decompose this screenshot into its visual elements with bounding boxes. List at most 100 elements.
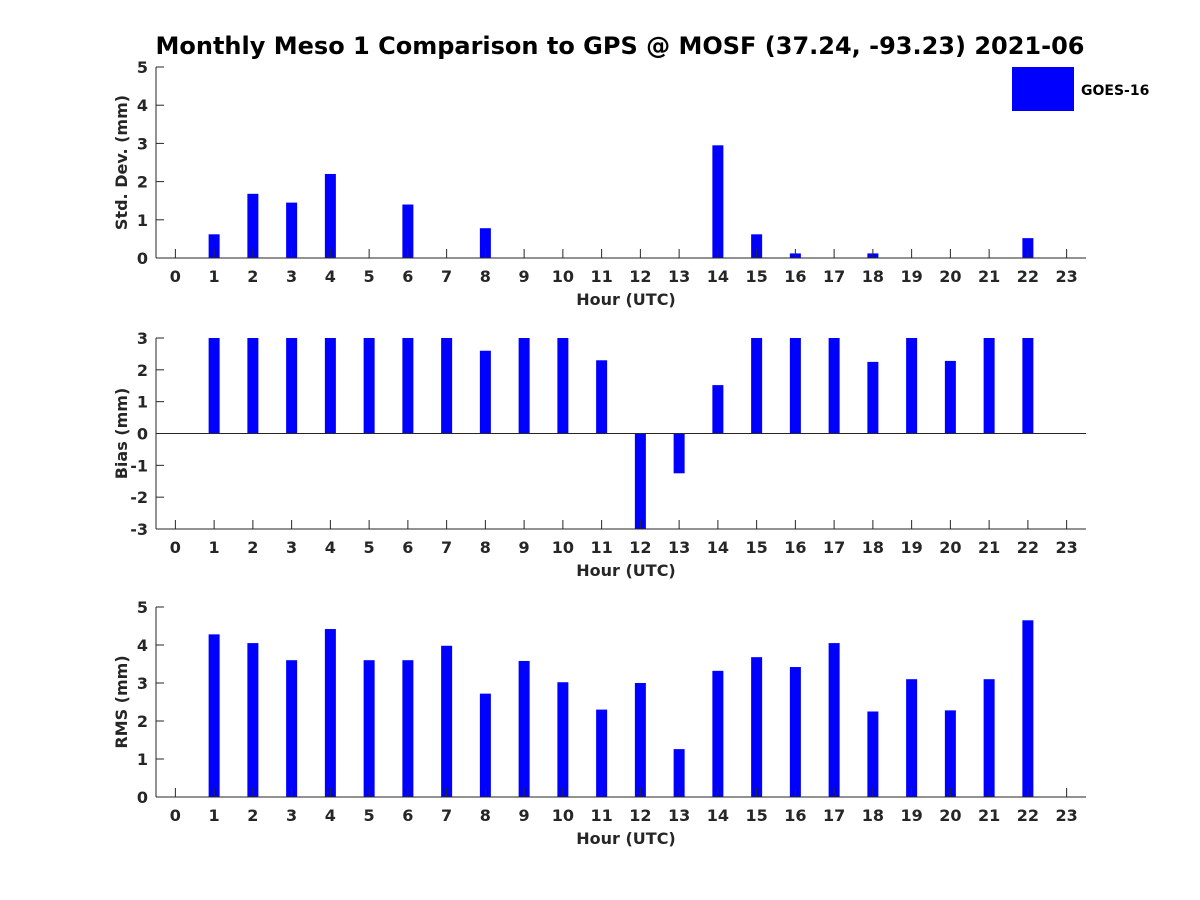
x-tick-label: 12 [629,267,651,286]
bar-hour-5 [363,338,375,434]
y-tick-label: 0 [137,788,148,807]
bar-hour-6 [402,204,414,258]
x-tick-label: 6 [402,538,413,557]
y-tick-label: -1 [130,456,148,475]
bar-hour-9 [518,660,530,797]
y-tick-label: 0 [137,249,148,268]
y-tick-label: 4 [137,636,148,655]
bar-hour-22 [1022,238,1034,258]
x-tick-label: 7 [441,538,452,557]
bar-hour-14 [712,670,724,797]
x-tick-label: 17 [823,267,845,286]
x-tick-label: 20 [939,267,961,286]
bar-hour-2 [247,193,259,258]
y-tick-label: 2 [137,173,148,192]
x-tick-label: 4 [325,538,336,557]
bar-hour-15 [751,338,763,434]
x-tick-label: 18 [862,267,884,286]
bar-hour-22 [1022,620,1034,797]
x-tick-label: 1 [209,806,220,825]
bar-hour-6 [402,660,414,797]
x-tick-label: 4 [325,267,336,286]
x-tick-label: 5 [364,806,375,825]
x-axis-label: Hour (UTC) [576,829,676,848]
bar-hour-15 [751,657,763,797]
x-axis-label: Hour (UTC) [576,561,676,580]
x-tick-label: 8 [480,538,491,557]
x-tick-label: 15 [745,806,767,825]
bar-hour-21 [983,679,995,797]
x-tick-label: 9 [519,267,530,286]
x-tick-label: 14 [707,267,729,286]
bar-hour-17 [828,338,840,434]
bar-hour-8 [479,350,491,434]
x-tick-label: 3 [286,267,297,286]
y-tick-label: 3 [137,134,148,153]
x-axis-label: Hour (UTC) [576,290,676,309]
y-axis-label: RMS (mm) [112,655,131,748]
x-tick-label: 8 [480,267,491,286]
x-tick-label: 1 [209,538,220,557]
x-tick-label: 18 [862,538,884,557]
bar-hour-12 [634,683,646,797]
bar-hour-11 [596,709,608,797]
bar-hour-2 [247,338,259,434]
x-tick-label: 2 [247,806,258,825]
bar-hour-12 [634,433,646,529]
bar-hour-5 [363,660,375,797]
x-tick-label: 3 [286,538,297,557]
bar-hour-4 [324,338,336,434]
bar-hour-18 [867,711,879,797]
x-tick-label: 16 [784,267,806,286]
bar-hour-13 [673,749,685,797]
x-tick-label: 21 [978,267,1000,286]
x-tick-label: 21 [978,538,1000,557]
x-tick-label: 22 [1017,806,1039,825]
bar-hour-14 [712,145,724,258]
y-tick-label: 1 [137,750,148,769]
bar-hour-4 [324,173,336,258]
bar-hour-1 [208,634,220,797]
bar-hour-21 [983,338,995,434]
x-tick-label: 10 [552,267,574,286]
x-tick-label: 11 [590,538,612,557]
bar-hour-20 [944,360,956,434]
y-tick-label: 3 [137,674,148,693]
x-tick-label: 0 [170,267,181,286]
x-tick-label: 13 [668,267,690,286]
bar-hour-17 [828,643,840,797]
x-tick-label: 21 [978,806,1000,825]
bar-hour-6 [402,338,414,434]
y-tick-label: 5 [137,58,148,77]
y-tick-label: 1 [137,393,148,412]
x-tick-label: 20 [939,538,961,557]
bar-hour-1 [208,338,220,434]
x-tick-label: 14 [707,538,729,557]
x-tick-label: 9 [519,538,530,557]
y-tick-label: 0 [137,425,148,444]
y-tick-label: -2 [130,488,148,507]
bar-hour-3 [286,660,298,797]
x-tick-label: 17 [823,806,845,825]
y-tick-label: 4 [137,96,148,115]
x-tick-label: 15 [745,267,767,286]
x-tick-label: 22 [1017,538,1039,557]
x-tick-label: 16 [784,538,806,557]
x-tick-label: 20 [939,806,961,825]
x-tick-label: 18 [862,806,884,825]
x-tick-label: 4 [325,806,336,825]
x-tick-label: 13 [668,806,690,825]
bar-hour-16 [789,667,801,797]
bar-hour-4 [324,629,336,797]
bar-hour-8 [479,228,491,258]
bar-hour-15 [751,234,763,258]
x-tick-label: 2 [247,267,258,286]
bar-hour-10 [557,682,569,797]
x-tick-label: 7 [441,806,452,825]
bar-hour-7 [441,338,453,434]
legend: GOES-16 [1012,67,1149,111]
y-tick-label: 1 [137,211,148,230]
bar-hour-19 [906,338,918,434]
x-tick-label: 0 [170,806,181,825]
